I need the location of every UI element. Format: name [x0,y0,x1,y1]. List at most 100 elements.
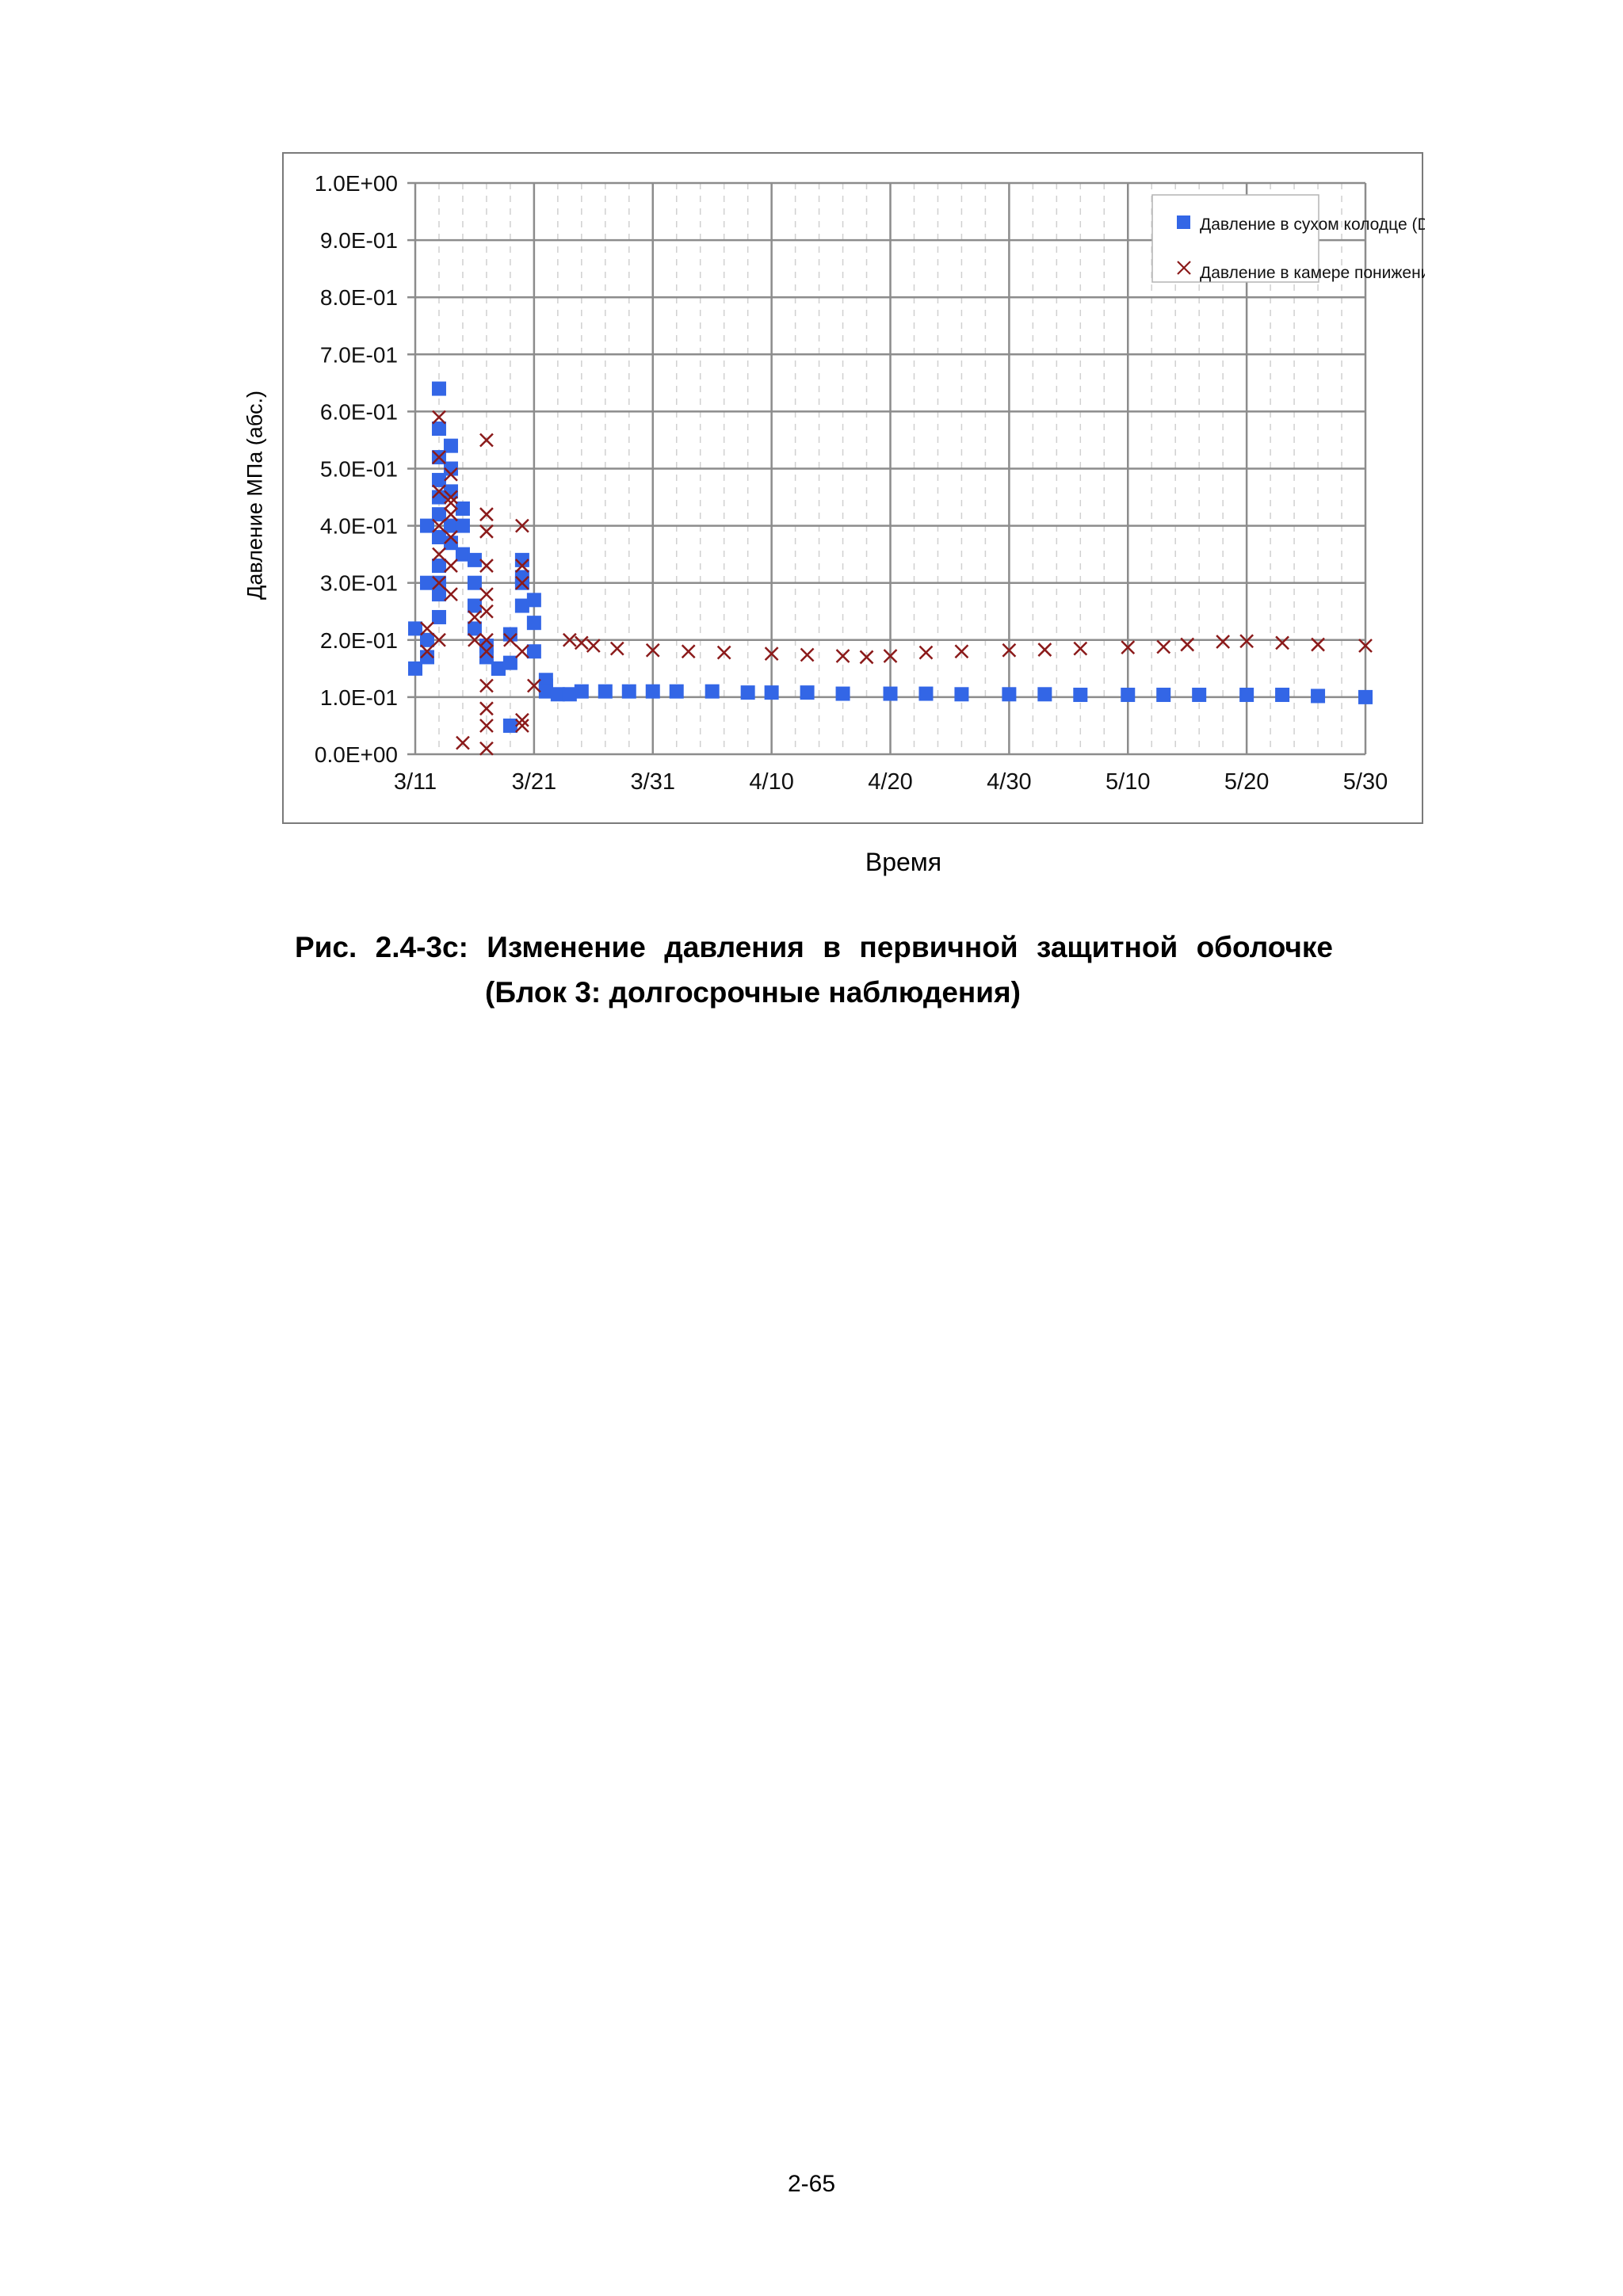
data-point-sc [645,643,660,658]
legend-marker-dw [1177,215,1190,229]
data-point-dw [1121,688,1136,703]
data-point-dw [800,685,815,700]
x-tick-label: 4/20 [868,769,912,795]
x-tick-label: 5/10 [1106,769,1150,795]
data-point-sc [574,635,589,650]
data-point-sc [444,467,458,482]
legend-marker-sc [1177,261,1191,275]
data-point-sc [479,701,494,716]
data-point-sc [468,632,482,647]
data-point-sc [1121,640,1136,655]
data-point-sc [681,644,696,659]
data-point-dw [669,684,684,699]
data-point-sc [444,530,458,544]
data-point-sc [444,559,458,573]
data-point-dw [455,501,470,516]
data-point-sc [444,495,458,510]
data-point-sc [479,741,494,756]
data-point-dw [419,650,434,665]
data-point-sc [515,719,529,733]
data-point-sc [456,735,470,750]
data-point-sc [479,507,494,522]
data-point-sc [800,647,815,662]
x-tick-label: 4/10 [749,769,793,795]
data-point-dw [419,575,434,590]
data-point-dw [1156,688,1171,703]
y-tick-label: 4.0E-01 [320,514,398,539]
data-point-sc [562,632,577,647]
y-tick-label: 1.0E+00 [315,171,398,196]
data-point-sc [1180,637,1195,652]
data-point-dw [479,639,494,654]
data-point-sc [1156,639,1171,654]
data-point-sc [479,604,494,619]
data-point-dw [467,598,482,613]
data-point-dw [443,484,458,499]
legend-label-dw: Давление в сухом колодце (D/W) [1200,215,1425,234]
data-point-dw [514,598,529,613]
data-point-sc [432,518,446,533]
data-point-dw [431,609,446,624]
data-point-sc [479,587,494,602]
data-point-sc [1358,639,1373,653]
data-point-dw [1239,688,1254,703]
y-axis-label: Давление МПа (абс.) [242,391,267,600]
y-tick-label: 1.0E-01 [320,685,398,710]
series-dw [408,381,1373,733]
y-tick-label: 5.0E-01 [320,457,398,482]
data-point-dw [550,687,565,702]
data-point-dw [479,650,494,665]
data-point-sc [479,719,494,733]
x-axis-label: Время [865,848,942,876]
data-point-dw [883,686,898,701]
legend-label-sc: Давление в камере понижения давления (S/… [1200,264,1425,282]
data-point-dw [1275,688,1290,703]
data-point-dw [502,718,517,733]
data-point-sc [432,484,446,499]
data-point-sc [432,547,446,562]
data-point-sc [420,644,434,659]
data-point-dw [574,684,589,699]
data-point-sc [859,650,874,665]
figure-caption-line2: (Блок 3: долгосрочные наблюдения) [485,976,1021,1009]
y-tick-label: 7.0E-01 [320,342,398,367]
y-tick-label: 3.0E-01 [320,571,398,596]
data-point-dw [514,570,529,585]
data-point-dw [443,536,458,551]
data-point-sc [420,621,434,636]
data-point-dw [1311,688,1326,704]
data-point-dw [621,684,636,699]
data-point-sc [468,610,482,624]
data-point-sc [1002,643,1017,658]
data-point-dw [419,632,434,647]
data-point-dw [514,552,529,567]
y-tick-label: 6.0E-01 [320,399,398,424]
data-point-dw [740,685,755,700]
data-point-sc [1037,643,1052,657]
data-point-sc [444,507,458,522]
data-point-sc [432,632,446,647]
x-tick-label: 3/31 [631,769,675,795]
legend: Давление в сухом колодце (D/W) Давление в… [1151,194,1425,283]
data-point-dw [467,552,482,567]
data-point-sc [609,641,624,656]
data-point-sc [835,649,850,663]
data-point-sc [883,649,898,663]
data-point-sc [432,410,446,425]
x-tick-label: 5/30 [1343,769,1388,795]
data-point-dw [526,616,541,631]
data-point-dw [408,621,422,636]
y-tick-label: 0.0E+00 [315,742,398,767]
x-tick-label: 4/30 [987,769,1031,795]
data-point-dw [526,644,541,659]
data-point-sc [918,645,934,660]
data-point-sc [444,587,458,602]
data-point-sc [515,644,529,659]
data-point-dw [1002,687,1017,702]
data-point-dw [467,575,482,590]
chart-plot: 0.0E+00 1.0E-01 2.0E-01 3.0E-01 4.0E-01 5.0E-… [315,171,1425,795]
data-point-sc [954,644,969,659]
page-number: 2-65 [787,2171,836,2197]
data-point-dw [645,684,660,699]
data-point-sc [526,678,541,693]
